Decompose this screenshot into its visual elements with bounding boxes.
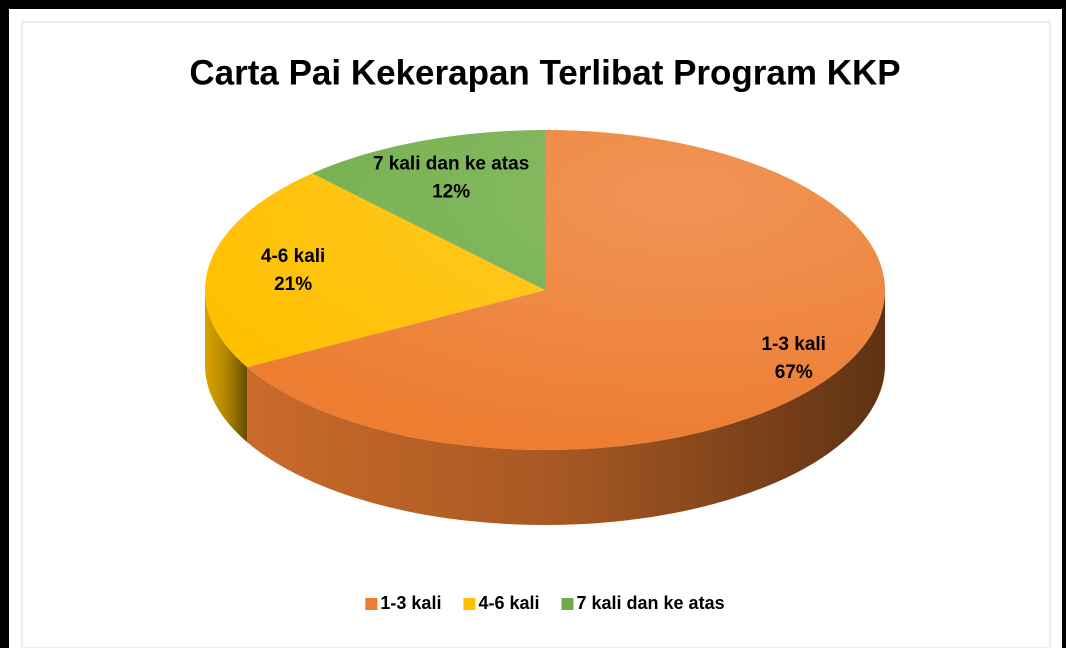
- legend: 1-3 kali 4-6 kali 7 kali dan ke atas: [365, 593, 725, 613]
- legend-swatch: [463, 598, 476, 610]
- chart-title: Carta Pai Kekerapan Terlibat Program KKP: [189, 53, 900, 92]
- data-label-name: 4-6 kali: [261, 246, 325, 267]
- legend-label: 1-3 kali: [380, 593, 441, 613]
- legend-label: 7 kali dan ke atas: [577, 593, 725, 613]
- data-label-name: 1-3 kali: [762, 334, 826, 355]
- data-label-value: 12%: [432, 181, 470, 202]
- gloss: [205, 130, 885, 450]
- legend-label: 4-6 kali: [478, 593, 539, 613]
- data-label-value: 21%: [274, 274, 312, 295]
- slice-side-shade: [247, 290, 886, 526]
- legend-swatch: [561, 598, 574, 610]
- legend-swatch: [365, 598, 378, 610]
- pie: 1-3 kali 67% 4-6 kali 21% 7 kali dan ke atas…: [204, 130, 886, 526]
- data-label-name: 7 kali dan ke atas: [373, 153, 529, 174]
- data-label-value: 67%: [775, 362, 813, 383]
- slice-side-shade: [205, 290, 248, 443]
